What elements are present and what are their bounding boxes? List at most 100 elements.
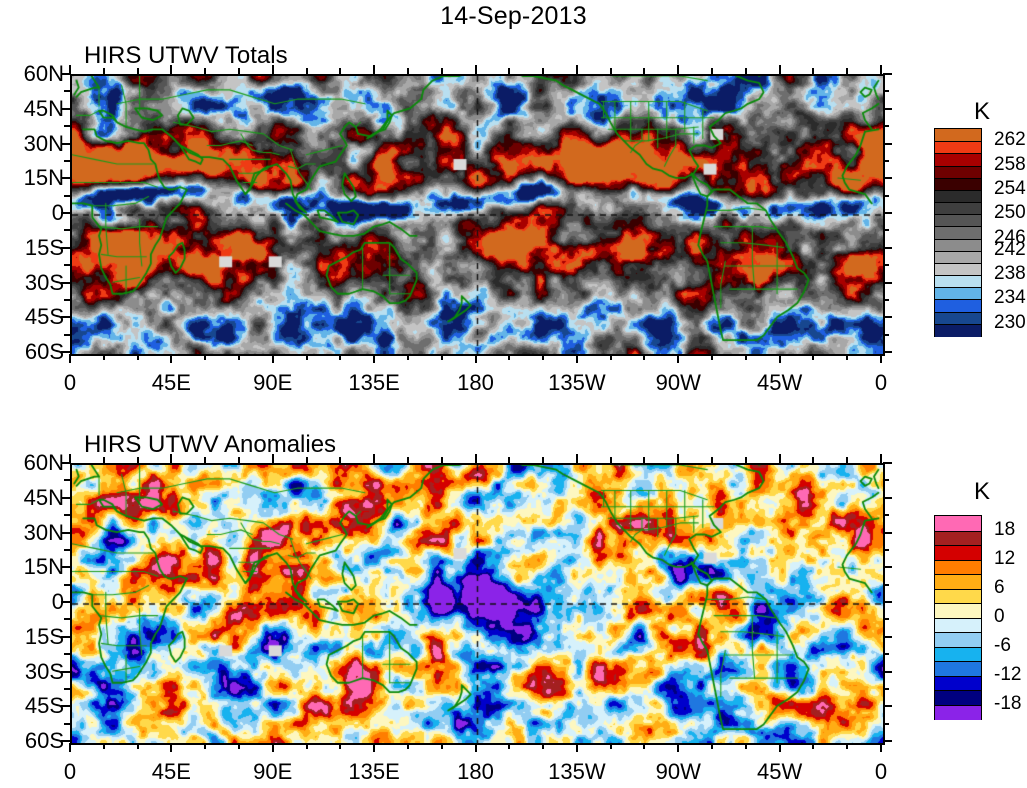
ytick-major (61, 566, 70, 569)
xtick-label: 135E (348, 759, 400, 784)
xtick-label: 0 (874, 759, 888, 784)
xtick-label: 90E (253, 759, 293, 784)
xtick-major (677, 354, 680, 363)
colorbar-tick-label: 258 (994, 153, 1026, 175)
xtick-minor (609, 457, 612, 463)
ytick-major (883, 281, 892, 284)
xtick-minor (136, 68, 139, 74)
xtick-label: 135W (548, 370, 606, 395)
xtick-major (69, 65, 71, 74)
ytick-major (883, 566, 892, 569)
ytick-label: 60S (24, 728, 64, 753)
xtick-minor (744, 457, 747, 463)
xtick-major (474, 354, 477, 363)
ytick-minor (64, 687, 70, 690)
ytick-major (61, 316, 70, 319)
ytick-major (883, 740, 892, 742)
ytick-major (883, 142, 892, 145)
ytick-label: 15N (23, 554, 64, 580)
colorbar-tick-label: -12 (994, 663, 1022, 685)
xtick-minor (102, 743, 105, 749)
xtick-major (575, 743, 578, 752)
ytick-label: 0 (51, 200, 64, 225)
ytick-label: 15S (24, 623, 64, 649)
xtick-minor (609, 68, 612, 74)
xtick-minor (204, 68, 207, 74)
colorbar-band (935, 516, 981, 532)
colorbar-tick-label: 262 (994, 129, 1026, 151)
ytick-major (61, 212, 70, 214)
colorbar-divider (935, 323, 981, 325)
map-anomalies-canvas (72, 465, 883, 743)
colorbar-tick-label: -6 (994, 634, 1011, 656)
xtick-minor (643, 457, 646, 463)
xtick-major (880, 65, 882, 74)
ytick-label: 15S (24, 234, 64, 260)
colorbar-divider (935, 690, 981, 691)
xtick-minor (204, 354, 207, 360)
xtick-minor (711, 743, 714, 749)
colorbar-tick-label: 18 (994, 518, 1016, 540)
ytick-major (61, 670, 70, 673)
xtick-label: 0 (63, 759, 77, 784)
ytick-major (61, 351, 70, 353)
ytick-minor (883, 194, 889, 197)
ytick-minor (64, 125, 70, 128)
xtick-minor (508, 743, 511, 749)
xtick-minor (846, 457, 849, 463)
colorbar-band (935, 189, 981, 203)
xtick-minor (204, 743, 207, 749)
colorbar-tick-label: 6 (994, 576, 1005, 598)
xtick-label: 45E (151, 759, 191, 784)
ytick-major (61, 246, 70, 249)
xtick-label: 180 (457, 759, 494, 784)
colorbar-tick-label: 250 (994, 202, 1026, 224)
colorbar-anomalies (934, 515, 982, 720)
xtick-major (170, 354, 173, 363)
colorbar-band (935, 287, 981, 301)
ytick-label: 60N (23, 61, 64, 86)
colorbar-band (935, 588, 981, 604)
ytick-minor (64, 479, 70, 482)
ytick-label: 30N (23, 519, 64, 545)
ytick-minor (64, 618, 70, 621)
ytick-minor (64, 229, 70, 232)
colorbar-band (935, 617, 981, 633)
ytick-minor (64, 333, 70, 336)
xtick-minor (812, 457, 815, 463)
xtick-label: 90E (253, 370, 293, 395)
ytick-minor (883, 229, 889, 232)
xtick-minor (440, 354, 443, 360)
xtick-minor (406, 354, 409, 360)
xtick-major (271, 454, 274, 463)
ytick-label: 30S (24, 658, 64, 684)
colorbar-divider (935, 559, 981, 561)
colorbar-divider (935, 574, 981, 575)
xtick-major (474, 743, 477, 752)
colorbar-band (935, 153, 981, 167)
xtick-minor (406, 457, 409, 463)
xtick-major (575, 65, 578, 74)
xtick-major (69, 354, 71, 363)
colorbar-divider (935, 311, 981, 313)
colorbar-band (935, 177, 981, 191)
colorbar-divider (935, 530, 981, 532)
ytick-minor (64, 90, 70, 93)
colorbar-divider (935, 588, 981, 590)
ytick-minor (64, 159, 70, 162)
xtick-minor (744, 354, 747, 360)
xtick-minor (136, 743, 139, 749)
colorbar-band (935, 299, 981, 313)
xtick-minor (542, 457, 545, 463)
xtick-minor (846, 68, 849, 74)
xtick-minor (102, 457, 105, 463)
ytick-minor (883, 264, 889, 267)
ytick-minor (64, 514, 70, 517)
ytick-major (61, 462, 70, 464)
figure-title: 14-Sep-2013 (440, 2, 587, 30)
xtick-major (170, 454, 173, 463)
map-totals-canvas (72, 76, 883, 354)
ytick-minor (883, 479, 889, 482)
xtick-minor (237, 68, 240, 74)
colorbar-band (935, 690, 981, 706)
